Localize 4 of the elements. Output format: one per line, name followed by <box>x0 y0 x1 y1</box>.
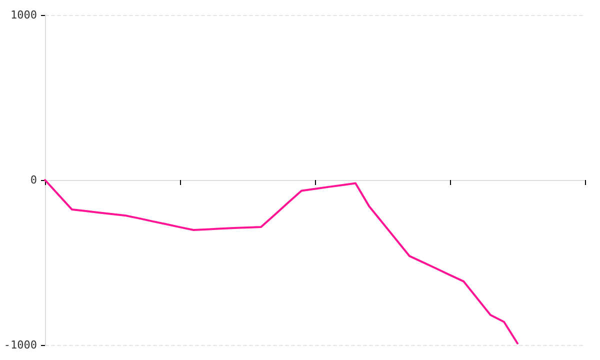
y-tick-label: 1000 <box>10 8 37 22</box>
y-tick-label: -1000 <box>4 338 37 352</box>
line-series <box>44 179 518 344</box>
y-tick-label: 0 <box>30 174 37 186</box>
